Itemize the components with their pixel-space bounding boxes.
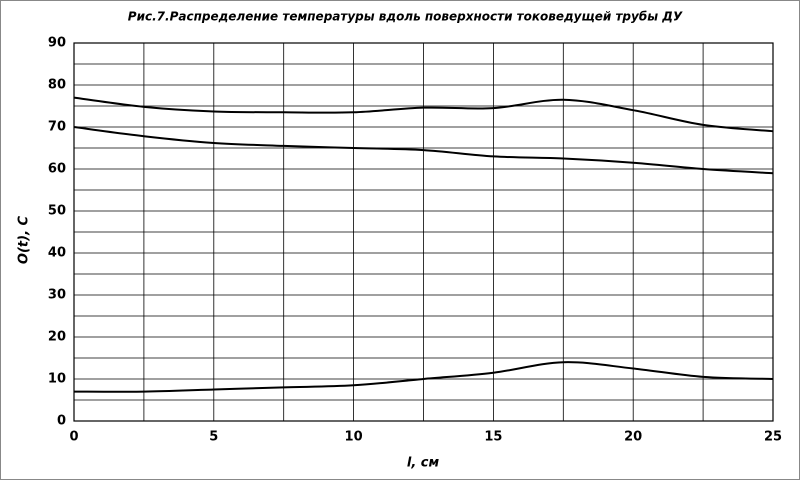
x-tick-label: 0: [69, 430, 78, 445]
chart-title: Рис.7.Распределение температуры вдоль по…: [128, 10, 683, 24]
y-tick-label: 50: [48, 204, 66, 219]
series-line: [73, 96, 774, 133]
y-tick-label: 90: [48, 36, 66, 51]
y-tick-label: 80: [48, 78, 66, 93]
x-axis-label: l, см: [407, 456, 440, 471]
y-axis-label: O(t), C: [17, 215, 32, 264]
x-tick-label: 15: [484, 430, 502, 445]
y-tick-label: 0: [57, 414, 66, 429]
y-tick-label: 10: [48, 372, 66, 387]
x-tick-label: 20: [624, 430, 642, 445]
y-tick-label: 40: [48, 246, 66, 261]
series-line: [73, 361, 774, 393]
series-line: [73, 126, 774, 175]
plot-border: [73, 42, 774, 422]
y-tick-label: 60: [48, 162, 66, 177]
y-tick-label: 20: [48, 330, 66, 345]
x-tick-label: 25: [764, 430, 782, 445]
y-tick-label: 70: [48, 120, 66, 135]
x-tick-label: 5: [209, 430, 218, 445]
y-tick-label: 30: [48, 288, 66, 303]
x-tick-label: 10: [345, 430, 363, 445]
